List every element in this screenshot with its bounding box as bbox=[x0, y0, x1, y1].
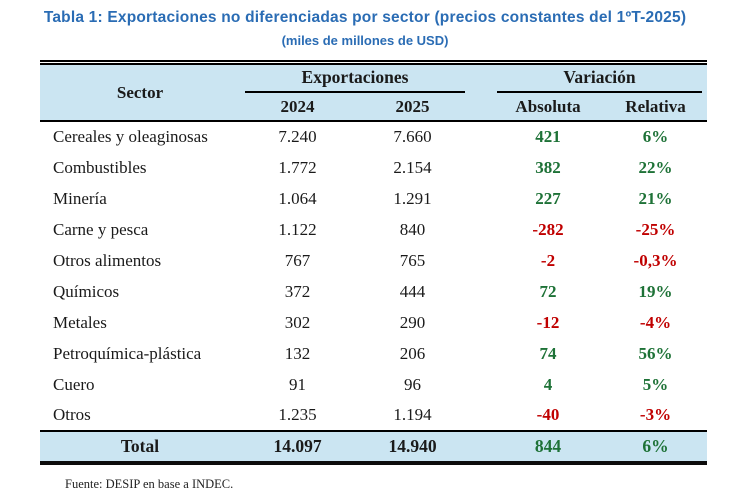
header-exportaciones-group-cell: Exportaciones bbox=[240, 62, 471, 93]
header-2025: 2025 bbox=[355, 93, 471, 121]
total-spacer-cell bbox=[470, 431, 493, 463]
sector-cell: Cuero bbox=[40, 369, 240, 400]
spacer-cell bbox=[470, 214, 493, 245]
spacer-cell bbox=[470, 121, 493, 152]
sector-cell: Químicos bbox=[40, 276, 240, 307]
variation-relative-cell: 21% bbox=[604, 183, 708, 214]
header-sector: Sector bbox=[40, 62, 240, 121]
spacer-cell bbox=[470, 152, 493, 183]
table-row: Otros alimentos 767 765 -2 -0,3% bbox=[40, 245, 708, 276]
value-2025-cell: 96 bbox=[355, 369, 471, 400]
spacer-cell bbox=[470, 400, 493, 431]
table-row: Cereales y oleaginosas 7.240 7.660 421 6% bbox=[40, 121, 708, 152]
header-variacion-group-cell: Variación bbox=[492, 62, 708, 93]
value-2025-cell: 444 bbox=[355, 276, 471, 307]
table-row: Petroquímica-plástica 132 206 74 56% bbox=[40, 338, 708, 369]
value-2025-cell: 7.660 bbox=[355, 121, 471, 152]
value-2024-cell: 767 bbox=[240, 245, 355, 276]
variation-absolute-cell: 382 bbox=[492, 152, 605, 183]
value-2025-cell: 1.194 bbox=[355, 400, 471, 431]
variation-absolute-cell: 72 bbox=[492, 276, 605, 307]
value-2025-cell: 765 bbox=[355, 245, 471, 276]
value-2024-cell: 91 bbox=[240, 369, 355, 400]
total-label-cell: Total bbox=[40, 431, 240, 463]
sector-cell: Otros bbox=[40, 400, 240, 431]
variation-absolute-cell: -2 bbox=[492, 245, 605, 276]
variation-absolute-cell: -40 bbox=[492, 400, 605, 431]
total-row: Total 14.097 14.940 844 6% bbox=[40, 431, 708, 463]
table-header: Sector Exportaciones Variación 2024 2025… bbox=[40, 62, 708, 121]
variation-absolute-cell: 421 bbox=[492, 121, 605, 152]
value-2024-cell: 1.122 bbox=[240, 214, 355, 245]
sector-cell: Combustibles bbox=[40, 152, 240, 183]
total-2024-cell: 14.097 bbox=[240, 431, 355, 463]
spacer-cell bbox=[470, 369, 493, 400]
value-2025-cell: 1.291 bbox=[355, 183, 471, 214]
variation-relative-cell: 5% bbox=[604, 369, 708, 400]
variation-relative-cell: -0,3% bbox=[604, 245, 708, 276]
sector-cell: Minería bbox=[40, 183, 240, 214]
value-2024-cell: 372 bbox=[240, 276, 355, 307]
header-variacion-group: Variación bbox=[497, 65, 703, 93]
variation-absolute-cell: -12 bbox=[492, 307, 605, 338]
header-exportaciones-group: Exportaciones bbox=[245, 65, 466, 93]
value-2025-cell: 290 bbox=[355, 307, 471, 338]
sector-cell: Metales bbox=[40, 307, 240, 338]
header-2024: 2024 bbox=[240, 93, 355, 121]
page-subtitle: (miles de millones de USD) bbox=[281, 33, 449, 48]
header-spacer bbox=[470, 62, 493, 121]
variation-relative-cell: -4% bbox=[604, 307, 708, 338]
table-row: Combustibles 1.772 2.154 382 22% bbox=[40, 152, 708, 183]
value-2024-cell: 1.772 bbox=[240, 152, 355, 183]
value-2024-cell: 1.235 bbox=[240, 400, 355, 431]
value-2025-cell: 840 bbox=[355, 214, 471, 245]
sector-cell: Cereales y oleaginosas bbox=[40, 121, 240, 152]
sector-cell: Otros alimentos bbox=[40, 245, 240, 276]
variation-absolute-cell: 4 bbox=[492, 369, 605, 400]
header-absoluta: Absoluta bbox=[492, 93, 605, 121]
total-relative-cell: 6% bbox=[604, 431, 708, 463]
value-2024-cell: 7.240 bbox=[240, 121, 355, 152]
value-2024-cell: 132 bbox=[240, 338, 355, 369]
variation-relative-cell: -25% bbox=[604, 214, 708, 245]
table-row: Cuero 91 96 4 5% bbox=[40, 369, 708, 400]
table-row: Minería 1.064 1.291 227 21% bbox=[40, 183, 708, 214]
spacer-cell bbox=[470, 245, 493, 276]
table-row: Químicos 372 444 72 19% bbox=[40, 276, 708, 307]
source-note: Fuente: DESIP en base a INDEC. bbox=[65, 477, 234, 491]
variation-absolute-cell: 74 bbox=[492, 338, 605, 369]
spacer-cell bbox=[470, 183, 493, 214]
header-relativa: Relativa bbox=[604, 93, 708, 121]
total-absolute-cell: 844 bbox=[492, 431, 605, 463]
variation-relative-cell: 22% bbox=[604, 152, 708, 183]
table-body: Cereales y oleaginosas 7.240 7.660 421 6% Com… bbox=[40, 121, 708, 431]
exports-table: Sector Exportaciones Variación 2024 2025… bbox=[40, 60, 708, 465]
variation-relative-cell: 6% bbox=[604, 121, 708, 152]
page-title: Tabla 1: Exportaciones no diferenciadas … bbox=[43, 9, 687, 26]
value-2024-cell: 302 bbox=[240, 307, 355, 338]
spacer-cell bbox=[470, 307, 493, 338]
variation-relative-cell: 56% bbox=[604, 338, 708, 369]
variation-absolute-cell: 227 bbox=[492, 183, 605, 214]
variation-absolute-cell: -282 bbox=[492, 214, 605, 245]
sector-cell: Petroquímica-plástica bbox=[40, 338, 240, 369]
table-row: Carne y pesca 1.122 840 -282 -25% bbox=[40, 214, 708, 245]
total-2025-cell: 14.940 bbox=[355, 431, 471, 463]
spacer-cell bbox=[470, 338, 493, 369]
value-2025-cell: 206 bbox=[355, 338, 471, 369]
value-2025-cell: 2.154 bbox=[355, 152, 471, 183]
table-footer: Total 14.097 14.940 844 6% bbox=[40, 431, 708, 463]
sector-cell: Carne y pesca bbox=[40, 214, 240, 245]
table-row: Metales 302 290 -12 -4% bbox=[40, 307, 708, 338]
variation-relative-cell: 19% bbox=[604, 276, 708, 307]
spacer-cell bbox=[470, 276, 493, 307]
value-2024-cell: 1.064 bbox=[240, 183, 355, 214]
table-row: Otros 1.235 1.194 -40 -3% bbox=[40, 400, 708, 431]
variation-relative-cell: -3% bbox=[604, 400, 708, 431]
